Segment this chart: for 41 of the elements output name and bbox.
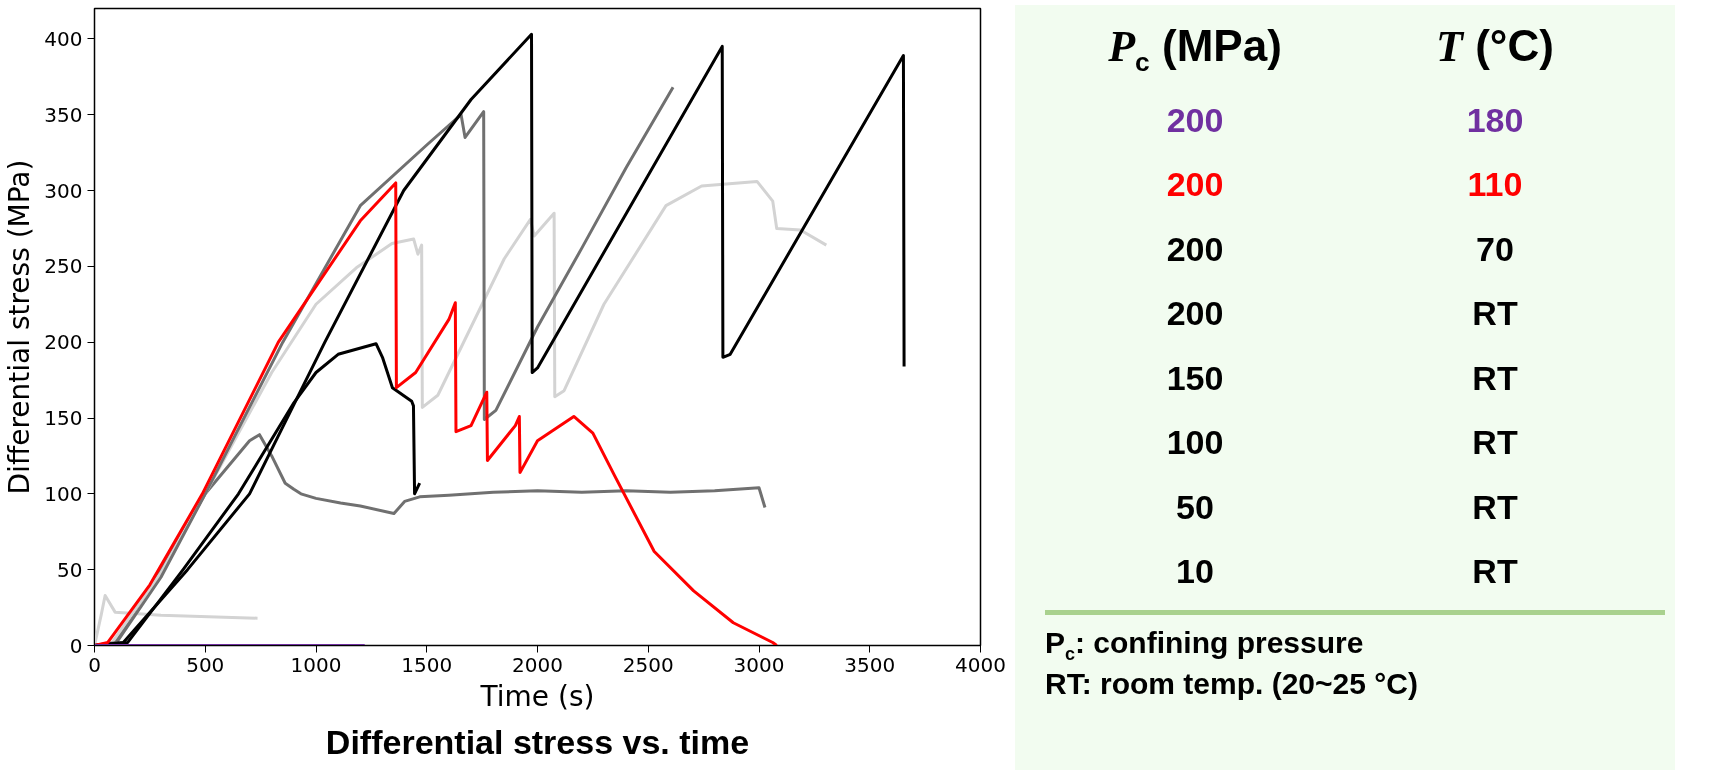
x-axis-title: Time (s) bbox=[479, 679, 595, 713]
text: RT: room temp. (20~25 °C) bbox=[1045, 665, 1419, 702]
text: 10 bbox=[1175, 551, 1215, 593]
text: 100 bbox=[1165, 422, 1225, 464]
text: P$_{c}$ (MPa) bbox=[1107, 20, 1283, 79]
y-tick-label: 100 bbox=[44, 481, 83, 506]
x-tick-label: 4000 bbox=[955, 652, 1006, 677]
y-tick-label: 150 bbox=[44, 406, 83, 430]
x-tick-label: 500 bbox=[186, 652, 225, 677]
text: RT bbox=[1471, 551, 1519, 593]
y-tick-label: 200 bbox=[44, 330, 83, 355]
text: 200 bbox=[1165, 164, 1225, 206]
x-tick-label: 1500 bbox=[401, 652, 453, 677]
y-tick-label: 350 bbox=[44, 102, 83, 127]
text: 200 bbox=[1165, 293, 1225, 335]
y-tick-label: 400 bbox=[44, 26, 83, 51]
text: 200 bbox=[1165, 99, 1225, 141]
text: Differential stress vs. time bbox=[325, 722, 750, 761]
x-tick-label: 0 bbox=[88, 652, 101, 677]
text: 150 bbox=[1165, 357, 1225, 399]
text: 50 bbox=[1175, 486, 1215, 528]
x-tick-label: 2500 bbox=[622, 652, 674, 677]
text: 110 bbox=[1466, 164, 1524, 206]
x-tick-label: 3500 bbox=[844, 652, 896, 677]
y-tick-label: 50 bbox=[57, 557, 83, 582]
x-tick-label: 3000 bbox=[733, 652, 785, 677]
text: T (°C) bbox=[1435, 20, 1555, 73]
text: RT bbox=[1471, 486, 1519, 528]
text: RT bbox=[1471, 357, 1519, 399]
x-tick-label: 1000 bbox=[290, 652, 342, 677]
y-tick-label: 0 bbox=[69, 633, 83, 658]
x-tick-label: 2000 bbox=[512, 652, 563, 677]
text: 180 bbox=[1465, 99, 1525, 141]
text: RT bbox=[1471, 293, 1519, 335]
y-axis-title: Differential stress (MPa) bbox=[3, 159, 37, 495]
y-tick-label: 300 bbox=[44, 178, 83, 203]
text: P$_{c}$: confining pressure bbox=[1045, 625, 1365, 666]
text: 200 bbox=[1165, 228, 1225, 270]
text: 70 bbox=[1475, 228, 1515, 270]
y-tick-label: 250 bbox=[44, 254, 83, 279]
text: RT bbox=[1471, 422, 1519, 464]
